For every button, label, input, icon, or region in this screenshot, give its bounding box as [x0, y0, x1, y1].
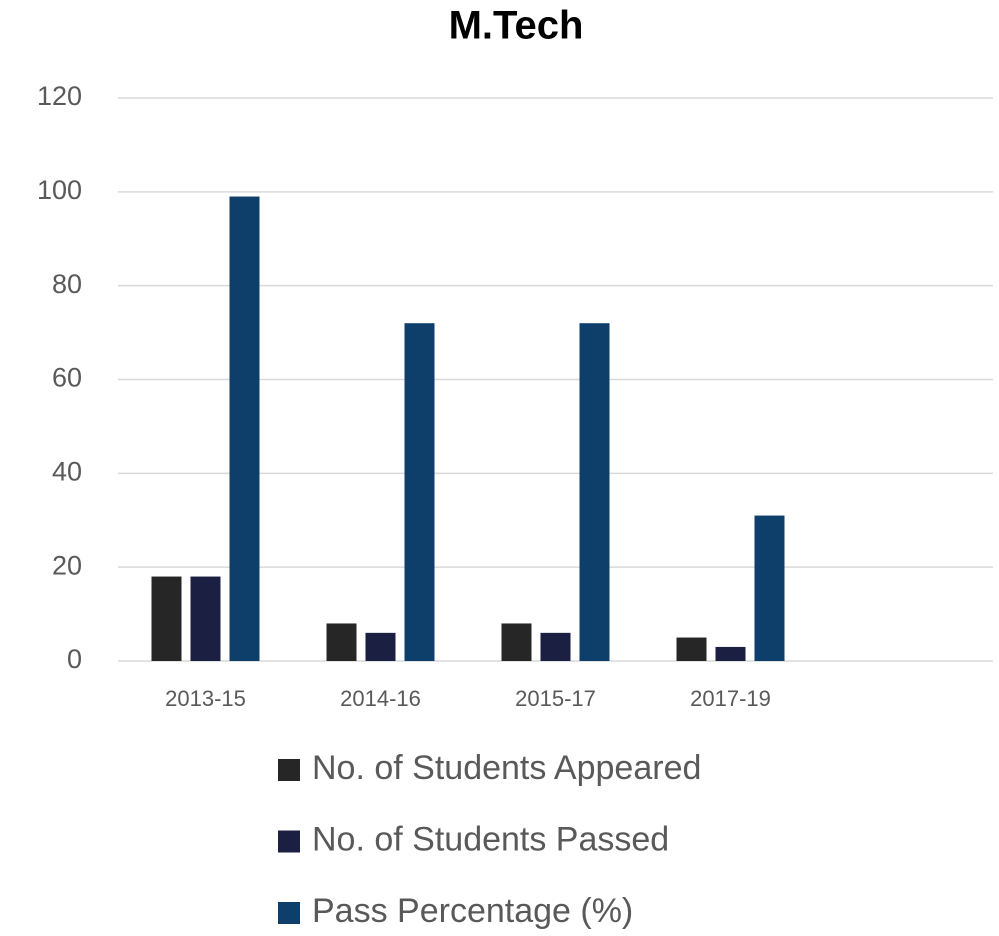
x-tick-label: 2013-15	[165, 686, 246, 711]
bar	[579, 323, 610, 661]
legend-swatch	[278, 902, 300, 924]
y-tick-label: 20	[52, 550, 82, 580]
x-tick-label: 2015-17	[515, 686, 596, 711]
bar	[754, 515, 785, 661]
y-tick-label: 0	[67, 644, 82, 674]
legend-swatch	[278, 759, 300, 781]
y-tick-label: 80	[52, 269, 82, 299]
x-tick-label: 2014-16	[340, 686, 421, 711]
bar	[540, 632, 571, 661]
bar	[404, 323, 435, 661]
bar	[676, 637, 707, 661]
bar	[190, 576, 221, 661]
y-tick-label: 60	[52, 363, 82, 393]
legend-label: No. of Students Passed	[312, 820, 669, 858]
legend-label: No. of Students Appeared	[312, 749, 701, 787]
y-tick-label: 120	[37, 81, 82, 111]
legend-label: Pass Percentage (%)	[312, 892, 633, 930]
bar	[151, 576, 182, 661]
chart-title: M.Tech	[449, 4, 584, 48]
legend-swatch	[278, 830, 300, 853]
bar	[501, 623, 532, 661]
y-tick-label: 40	[52, 456, 82, 486]
bar	[715, 646, 746, 661]
y-tick-label: 100	[37, 175, 82, 205]
bar	[326, 623, 357, 661]
bar	[229, 196, 260, 661]
bar	[365, 632, 396, 661]
x-tick-label: 2017-19	[690, 686, 771, 711]
